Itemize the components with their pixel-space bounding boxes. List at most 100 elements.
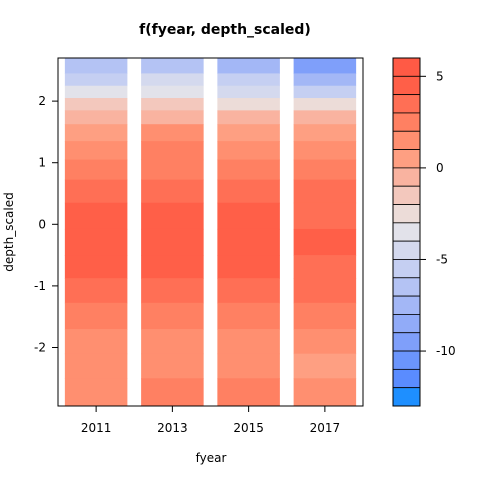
heatmap-cell <box>217 278 280 304</box>
heatmap-cell <box>293 202 357 230</box>
heatmap-cell <box>293 110 357 125</box>
heatmap-cell <box>293 58 357 74</box>
heatmap-cell <box>64 124 128 142</box>
heatmap-cell <box>217 110 280 125</box>
heatmap-cell <box>293 255 357 279</box>
colorbar-level <box>392 185 421 205</box>
x-axis: 2011 2013 2015 2017 <box>81 406 340 435</box>
heatmap-cell <box>141 110 204 125</box>
heatmap-cell <box>141 124 204 142</box>
heatmap-cell <box>141 228 204 256</box>
heatmap-cell <box>293 179 357 204</box>
heatmap-cell <box>64 73 128 87</box>
colorbar-level <box>392 112 421 132</box>
colorbar-level <box>392 167 421 187</box>
colorbar-level <box>392 149 421 169</box>
x-axis-label: fyear <box>196 451 227 465</box>
heatmap-cell <box>217 302 280 330</box>
heatmap-cell <box>217 73 280 87</box>
heatmap-cell <box>217 58 280 74</box>
heatmap-cell <box>141 353 204 379</box>
colorbar-tick-label: 0 <box>436 161 444 175</box>
heatmap-cell <box>64 378 128 407</box>
heatmap-cell <box>217 85 280 99</box>
colorbar-level <box>392 222 421 242</box>
colorbar-level <box>392 130 421 150</box>
y-tick-label: 0 <box>38 217 46 231</box>
heatmap-cell <box>217 255 280 279</box>
heatmap-cell <box>217 329 280 355</box>
colorbar-frame <box>392 57 421 407</box>
heatmap-cell <box>217 378 280 407</box>
x-tick-label: 2011 <box>81 421 112 435</box>
colorbar-level <box>392 368 421 389</box>
colorbar-level <box>392 75 421 96</box>
heatmap-cell <box>217 353 280 379</box>
colorbar-level <box>392 94 421 114</box>
heatmap-cell <box>64 85 128 99</box>
heatmap-cell <box>64 255 128 279</box>
heatmap-cell <box>293 378 357 407</box>
heatmap-cell <box>217 124 280 142</box>
heatmap-cell <box>293 159 357 181</box>
colorbar-level <box>392 295 421 315</box>
heatmap-cell <box>293 353 357 379</box>
heatmap-cell <box>217 228 280 256</box>
colorbar-level <box>392 57 421 77</box>
y-axis-label: depth_scaled <box>2 192 16 271</box>
heatmap-cell <box>64 141 128 161</box>
heatmap-cell <box>141 202 204 230</box>
heatmap-cell <box>293 329 357 355</box>
heatmap-cell <box>217 179 280 204</box>
heatmap-cell <box>64 58 128 74</box>
heatmap-cell <box>64 353 128 379</box>
heatmap-cell <box>141 85 204 99</box>
colorbar-tick-label: 5 <box>436 69 444 83</box>
colorbar-level <box>392 332 421 352</box>
heatmap-cell <box>141 278 204 304</box>
y-tick-label: -2 <box>34 340 46 354</box>
colorbar-tick-label: -5 <box>436 252 448 266</box>
plot-frame <box>57 57 364 407</box>
heatmap-cell <box>141 159 204 181</box>
heatmap-cell <box>64 159 128 181</box>
heatmap-cell <box>141 73 204 87</box>
heatmap-cell <box>293 278 357 304</box>
y-tick-label: 1 <box>38 156 46 170</box>
heatmap-cell <box>293 124 357 142</box>
heatmap-cell <box>64 329 128 355</box>
heatmap-cell <box>64 302 128 330</box>
heatmap-cell <box>141 329 204 355</box>
heatmap-cell <box>64 110 128 125</box>
heatmap-cell <box>217 98 280 111</box>
colorbar-level <box>392 204 421 224</box>
colorbar-level <box>392 350 421 370</box>
heatmap-cell <box>64 202 128 230</box>
heatmap-cell <box>293 302 357 330</box>
heatmap-cell <box>141 98 204 111</box>
heatmap-cell <box>141 255 204 279</box>
heatmap-cell <box>141 179 204 204</box>
heatmap-cell <box>141 302 204 330</box>
heatmap-cell <box>217 202 280 230</box>
y-tick-label: 2 <box>38 94 46 108</box>
colorbar-level <box>392 240 421 260</box>
heatmap-cell <box>64 228 128 256</box>
heatmap-cells <box>64 58 357 407</box>
heatmap-cell <box>217 141 280 161</box>
chart-title: f(fyear, depth_scaled) <box>139 22 311 38</box>
heatmap-cell <box>141 378 204 407</box>
heatmap-cell <box>293 85 357 99</box>
heatmap-cell <box>293 228 357 256</box>
colorbar-level <box>392 259 421 279</box>
heatmap-cell <box>141 141 204 161</box>
x-tick-label: 2013 <box>157 421 188 435</box>
heatmap-cell <box>293 141 357 161</box>
heatmap-cell <box>293 73 357 87</box>
colorbar-level <box>392 277 421 297</box>
heatmap-cell <box>217 159 280 181</box>
heatmap-cell <box>141 58 204 74</box>
heatmap-cell <box>64 278 128 304</box>
y-tick-label: -1 <box>34 279 46 293</box>
